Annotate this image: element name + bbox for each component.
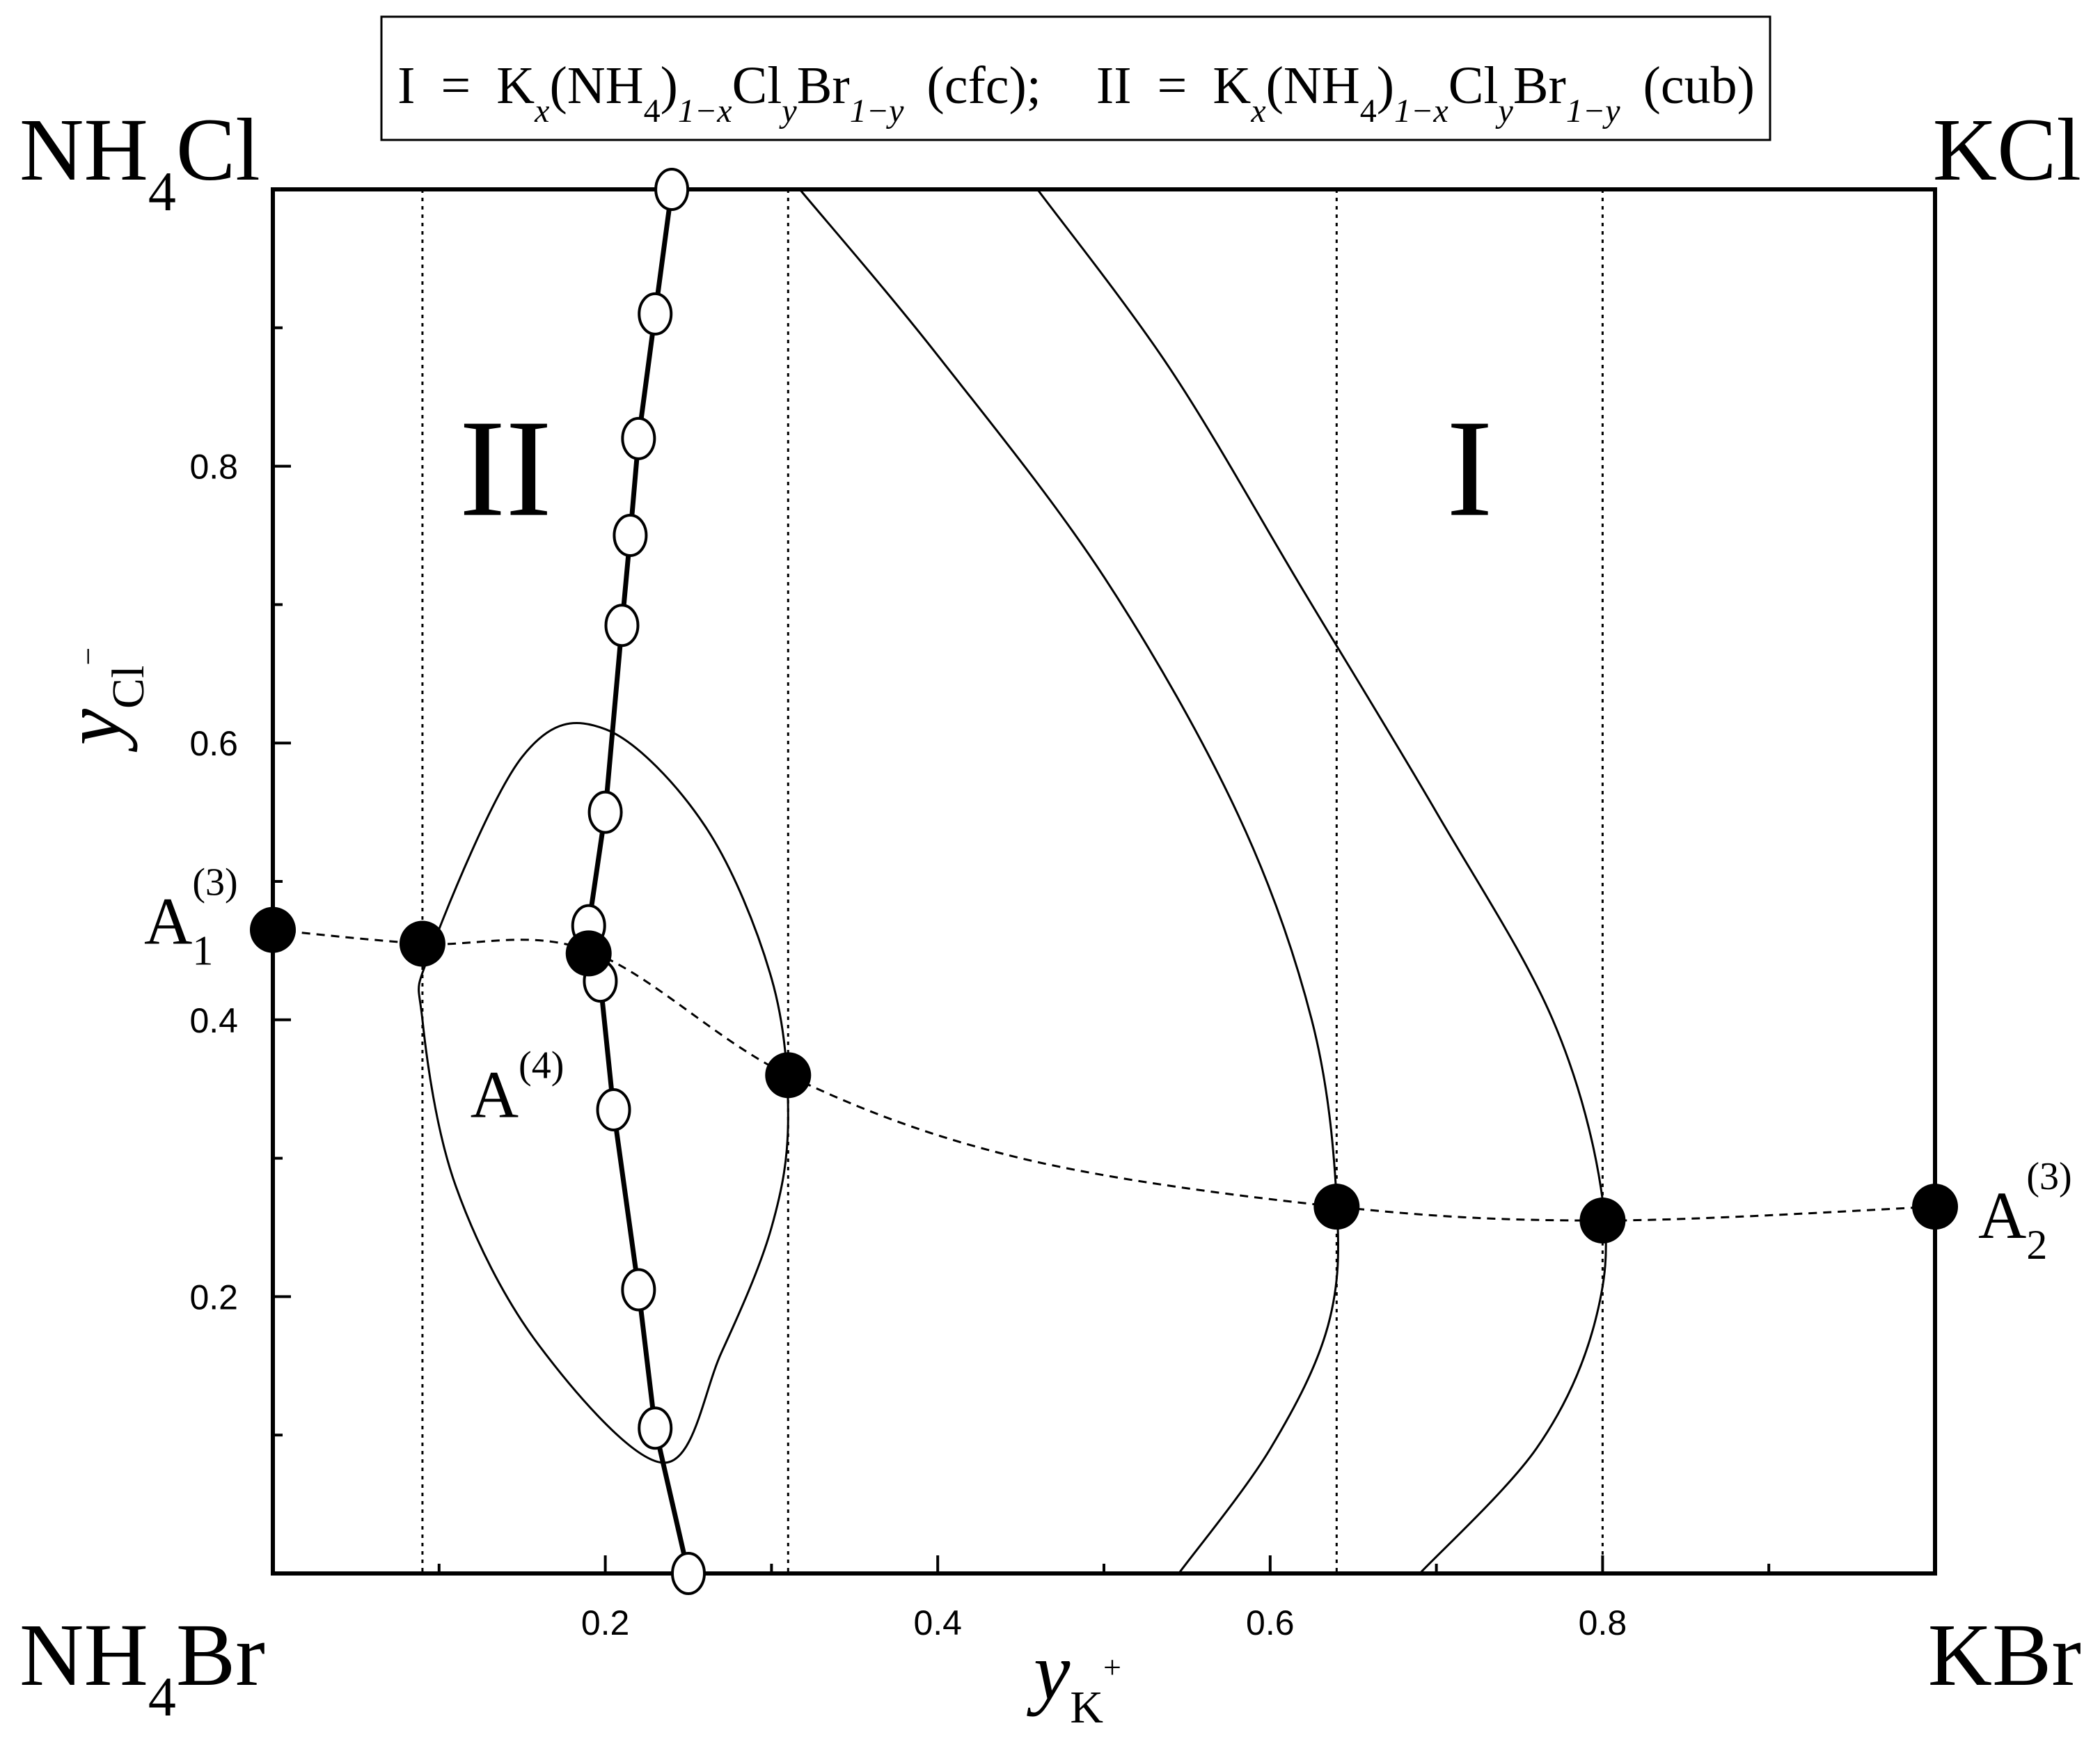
- open-circle-point: [596, 1088, 631, 1132]
- point-label: A(4): [471, 1044, 565, 1131]
- point-label: A2(3): [1978, 1155, 2072, 1268]
- legend-box: [380, 15, 1771, 141]
- open-circle-point: [613, 514, 648, 557]
- legend: I = Kx(NH4)1−xClyBr1−y (cfc); II = Kx(NH…: [380, 15, 1771, 141]
- open-circle-point: [654, 168, 690, 211]
- x-tick-label: 0.8: [1579, 1603, 1627, 1642]
- filled-point: [1912, 1184, 1958, 1230]
- open-circle-point: [587, 790, 623, 834]
- point-label: A1(3): [144, 861, 238, 974]
- x-tick-label: 0.6: [1246, 1603, 1295, 1642]
- dotted-guide-lines: [421, 189, 1604, 1573]
- filled-point: [565, 930, 612, 977]
- boundary-curve-1: [798, 189, 1340, 1574]
- filled-point: [250, 906, 296, 953]
- filled-point: [399, 920, 445, 967]
- closed-loop-curve: [418, 722, 789, 1464]
- filled-point: [1579, 1198, 1626, 1244]
- corner-label-bottom-left: NH4Br: [19, 1605, 265, 1728]
- region-label: I: [1446, 392, 1493, 546]
- x-tick-label: 0.4: [913, 1603, 962, 1642]
- annotations: II IA1(3)A(4)A2(3): [144, 392, 2072, 1269]
- legend-text: I = Kx(NH4)1−xClyBr1−y (cfc); II = Kx(NH…: [397, 56, 1755, 129]
- y-tick-label: 0.6: [189, 724, 238, 763]
- open-circle-point: [671, 1552, 706, 1595]
- curves: [272, 189, 1936, 1575]
- corner-label-top-right: KCl: [1933, 100, 2081, 199]
- axis-ticks: 0.2 0.4 0.6 0.8 0.2 0.4 0.6 0.8: [189, 326, 1771, 1642]
- x-axis-title: yK+: [1027, 1626, 1121, 1733]
- open-circle-point: [621, 1268, 656, 1312]
- y-axis-title: yCl−: [47, 647, 154, 753]
- legend-II: II: [1096, 56, 1132, 115]
- region-label: II: [459, 392, 552, 546]
- x-tick-label: 0.2: [581, 1603, 630, 1642]
- corner-label-bottom-right: KBr: [1928, 1605, 2081, 1704]
- y-tick-label: 0.2: [189, 1278, 238, 1317]
- boundary-curve-2: [1036, 189, 1607, 1575]
- y-tick-label: 0.4: [189, 1001, 238, 1040]
- legend-I: I: [397, 56, 415, 115]
- open-circle-point: [621, 416, 656, 460]
- corner-label-top-left: NH4Cl: [19, 100, 260, 223]
- open-circle-point: [638, 292, 673, 336]
- y-tick-label: 0.8: [189, 448, 238, 487]
- open-circle-point: [638, 1406, 673, 1450]
- dashed-tie-line: [272, 929, 1936, 1222]
- filled-point: [765, 1052, 812, 1099]
- filled-point: [1313, 1184, 1360, 1230]
- y-axis-title-group: yCl−: [47, 647, 154, 753]
- thick-boundary-line: [586, 189, 691, 1574]
- open-circle-point: [604, 604, 640, 647]
- points: [250, 168, 1958, 1595]
